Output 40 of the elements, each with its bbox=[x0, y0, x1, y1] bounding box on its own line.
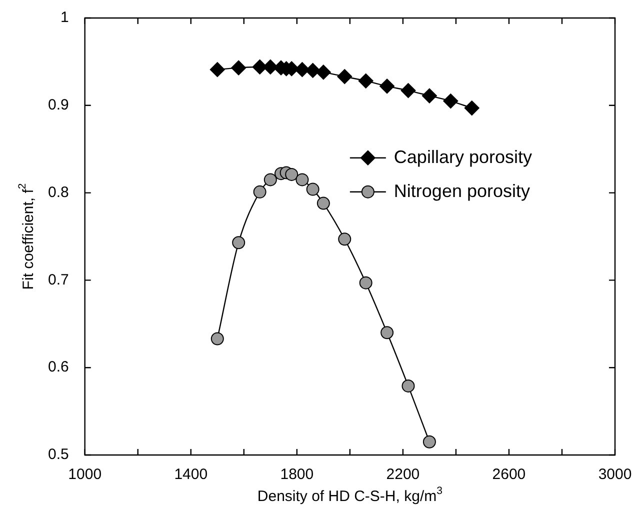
x-tick-label: 1400 bbox=[174, 466, 208, 484]
x-tick-label: 2600 bbox=[492, 466, 526, 484]
point bbox=[359, 276, 372, 290]
point bbox=[316, 196, 330, 210]
point bbox=[294, 62, 310, 78]
y-tick-label: 0.9 bbox=[48, 96, 69, 114]
y-tick-label: 0.5 bbox=[48, 446, 69, 464]
y-tick-label: 0.7 bbox=[48, 271, 69, 288]
point bbox=[422, 88, 437, 104]
point bbox=[338, 232, 352, 246]
point bbox=[231, 60, 246, 76]
x-tick-label: 1000 bbox=[68, 466, 102, 484]
y-tick-label: 0.6 bbox=[48, 358, 69, 376]
point bbox=[232, 236, 246, 250]
legend-label: Nitrogen porosity bbox=[394, 180, 530, 201]
y-axis-title: Fit coefficient, f2 bbox=[16, 183, 37, 290]
y-tick-label: 1 bbox=[60, 9, 69, 26]
point bbox=[296, 173, 309, 186]
point bbox=[305, 62, 320, 78]
point bbox=[210, 62, 225, 78]
legend-label: Capillary porosity bbox=[394, 146, 532, 167]
point bbox=[210, 332, 224, 346]
x-tick-label: 1800 bbox=[280, 466, 314, 484]
point bbox=[306, 182, 320, 196]
x-tick-label: 2200 bbox=[386, 466, 420, 484]
point bbox=[422, 435, 436, 448]
y-tick-label: 0.8 bbox=[48, 184, 69, 201]
point bbox=[380, 326, 394, 340]
point bbox=[400, 83, 416, 98]
point bbox=[264, 173, 277, 186]
point bbox=[443, 94, 458, 109]
point bbox=[402, 379, 415, 392]
point bbox=[285, 168, 298, 181]
point bbox=[358, 73, 374, 88]
point bbox=[337, 69, 352, 84]
point bbox=[316, 64, 331, 80]
point bbox=[464, 100, 480, 116]
x-tick-label: 3000 bbox=[598, 466, 632, 484]
point bbox=[253, 185, 266, 198]
point bbox=[380, 78, 395, 94]
